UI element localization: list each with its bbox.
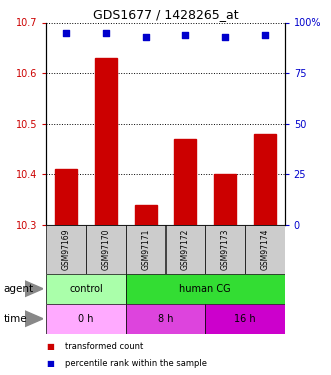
Bar: [166, 225, 205, 274]
Bar: [245, 225, 285, 274]
Bar: [46, 225, 86, 274]
Bar: [55, 170, 77, 225]
Bar: [95, 58, 117, 225]
Bar: [135, 205, 157, 225]
Text: percentile rank within the sample: percentile rank within the sample: [65, 359, 207, 368]
Point: [262, 32, 267, 38]
Text: 16 h: 16 h: [234, 314, 256, 324]
Text: ■: ■: [46, 342, 54, 351]
Text: GSM97172: GSM97172: [181, 229, 190, 270]
Text: GSM97169: GSM97169: [62, 229, 71, 270]
Text: GSM97170: GSM97170: [101, 229, 111, 270]
Title: GDS1677 / 1428265_at: GDS1677 / 1428265_at: [93, 8, 238, 21]
Bar: [126, 225, 166, 274]
Text: GSM97174: GSM97174: [260, 229, 269, 270]
Point: [222, 34, 228, 40]
Bar: [205, 304, 285, 334]
Bar: [46, 274, 126, 304]
Bar: [174, 139, 196, 225]
Text: 8 h: 8 h: [158, 314, 173, 324]
Polygon shape: [25, 281, 43, 297]
Text: control: control: [69, 284, 103, 294]
Point: [103, 30, 109, 36]
Polygon shape: [25, 311, 43, 327]
Bar: [214, 174, 236, 225]
Text: agent: agent: [3, 284, 33, 294]
Point: [143, 34, 148, 40]
Point: [183, 32, 188, 38]
Bar: [126, 304, 205, 334]
Bar: [254, 134, 276, 225]
Text: time: time: [3, 314, 27, 324]
Bar: [86, 225, 126, 274]
Text: ■: ■: [46, 359, 54, 368]
Text: GSM97171: GSM97171: [141, 229, 150, 270]
Text: GSM97173: GSM97173: [220, 229, 230, 270]
Text: human CG: human CG: [179, 284, 231, 294]
Bar: [126, 274, 285, 304]
Text: 0 h: 0 h: [78, 314, 94, 324]
Text: transformed count: transformed count: [65, 342, 143, 351]
Bar: [46, 304, 126, 334]
Point: [64, 30, 69, 36]
Bar: [205, 225, 245, 274]
